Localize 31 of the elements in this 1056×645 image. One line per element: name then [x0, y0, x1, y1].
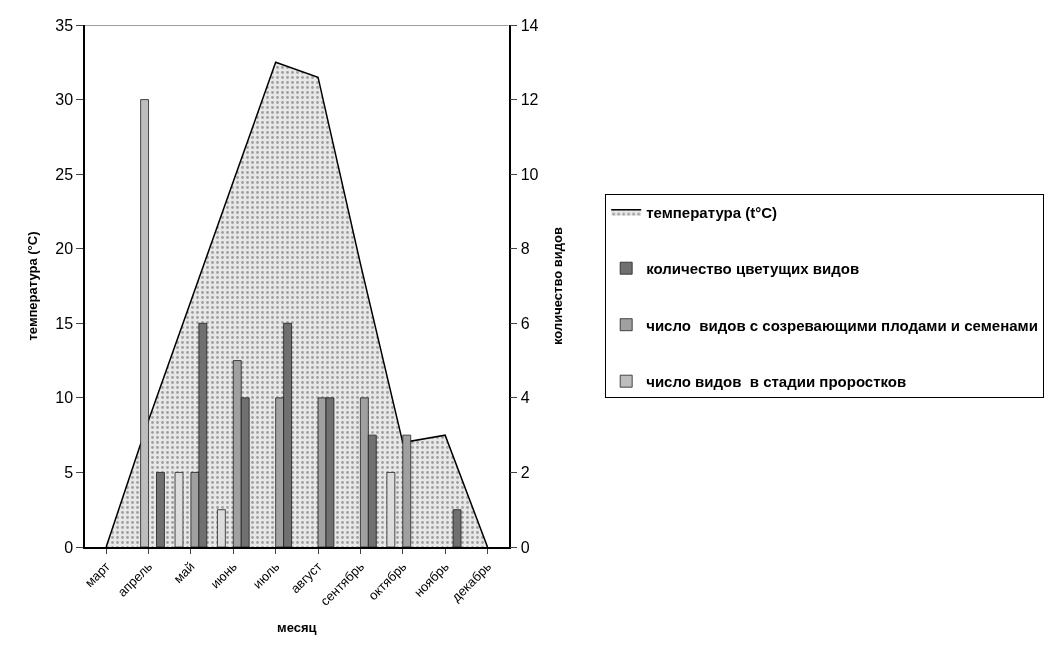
bar: [402, 434, 412, 547]
y2-tick-label: 8: [520, 240, 530, 258]
bar: [217, 509, 226, 547]
y2-tick-label: 6: [520, 314, 530, 332]
y-tick-label: 30: [55, 91, 74, 109]
y2-tick-label: 4: [520, 389, 530, 407]
legend-label: число видов с созревающими плодами и семенами: [646, 316, 1038, 334]
y-tick-label: 20: [55, 240, 74, 258]
bar: [174, 472, 184, 547]
x-axis-title: месяц: [277, 619, 317, 635]
y-tick-label: 35: [55, 16, 74, 34]
x-tick-label: май: [170, 558, 198, 587]
legend-label: температура (t°C): [646, 203, 778, 221]
bar: [156, 472, 165, 547]
y2-axis-title: количество видов: [549, 227, 565, 345]
bar: [140, 99, 149, 547]
legend-label: число видов в стадии проростков: [646, 373, 907, 391]
y2-tick-label: 10: [520, 165, 539, 183]
bar: [452, 509, 462, 547]
y-tick-label: 5: [64, 464, 74, 482]
y-axis-title: температура (°C): [24, 231, 40, 341]
y2-tick-label: 0: [520, 538, 530, 556]
y-tick-label: 10: [55, 389, 74, 407]
y-tick-label: 15: [55, 314, 74, 332]
y2-tick-label: 14: [520, 16, 539, 34]
bar: [386, 472, 396, 547]
y-tick-label: 0: [64, 538, 74, 556]
legend-label: количество цветущих видов: [646, 260, 860, 278]
y2-tick-label: 2: [520, 464, 530, 482]
y-tick-label: 25: [55, 165, 74, 183]
y2-tick-label: 12: [520, 91, 539, 109]
